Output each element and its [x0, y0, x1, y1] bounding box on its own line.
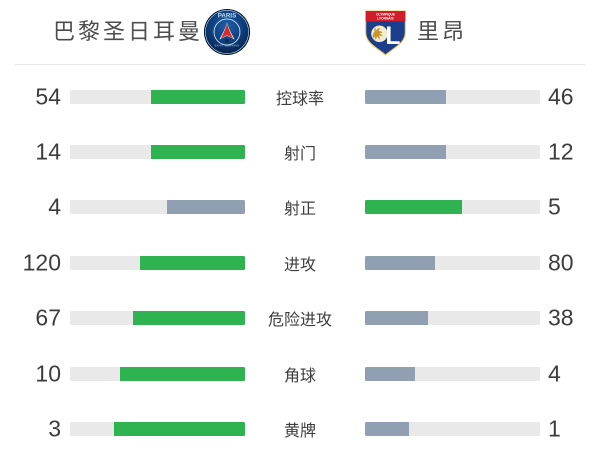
svg-text:PARIS: PARIS — [218, 13, 237, 20]
svg-text:SAINT-GERMAIN: SAINT-GERMAIN — [215, 44, 240, 47]
svg-text:OLYMPIQUE: OLYMPIQUE — [376, 12, 396, 16]
svg-text:LYONNAIS: LYONNAIS — [377, 16, 394, 20]
svg-text:L: L — [385, 23, 400, 50]
